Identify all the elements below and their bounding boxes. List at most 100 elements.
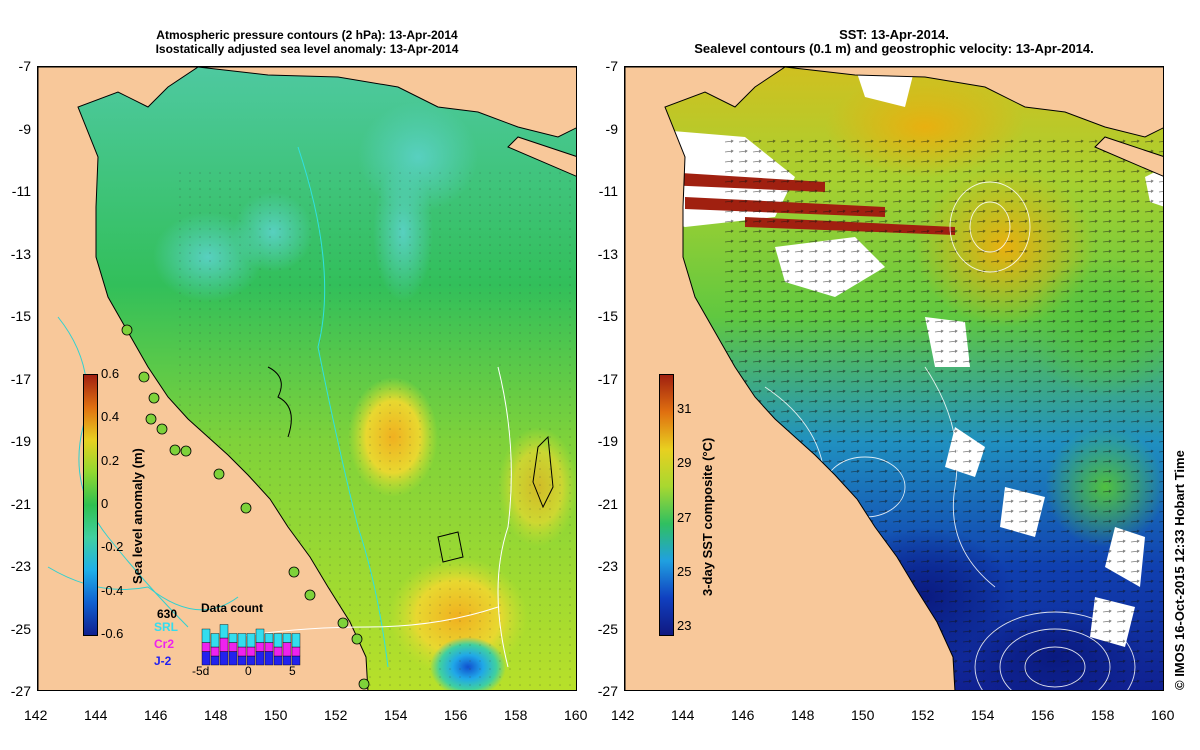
right-lat-tick: -15 — [597, 308, 618, 324]
left-lon-tick: 154 — [384, 707, 408, 723]
data-count-bar-cr2 — [255, 642, 265, 652]
right-lon-tick: 144 — [671, 707, 695, 723]
mission-srl: SRL — [154, 620, 178, 634]
left-lon-tick: 142 — [24, 707, 48, 723]
right-lat-tick: -21 — [597, 495, 618, 512]
data-count-bar-srl — [246, 633, 256, 648]
right-lat-tick: -11 — [598, 183, 618, 199]
sst-colorbar-tick: 23 — [677, 617, 692, 633]
new-guinea-land — [197, 67, 576, 138]
sla-colorbar-tick: -0.6 — [101, 626, 124, 641]
data-count-bar-cr2 — [273, 646, 283, 657]
right-lon-tick: 146 — [731, 707, 755, 723]
data-count-bar-srl — [210, 633, 220, 648]
left-lat-tick: -15 — [10, 308, 31, 324]
sst-colorbar-tick: 27 — [677, 509, 692, 525]
tide-gauge-markers — [121, 324, 370, 690]
data-count-bar-srl — [219, 624, 229, 639]
data-count-bar-srl — [201, 628, 211, 643]
right-title-line1: SST: 13-Apr-2014. — [839, 27, 949, 42]
data-count-bar-cr2 — [201, 642, 211, 652]
right-lon-tick: 150 — [851, 707, 875, 723]
left-lon-tick: 152 — [324, 707, 348, 723]
sla-colorbar-tick: -0.4 — [101, 582, 124, 598]
data-count-bar-j2 — [210, 655, 220, 666]
australia-land — [38, 67, 369, 690]
left-lat-tick: -23 — [10, 558, 31, 574]
mission-j2: J-2 — [154, 654, 172, 668]
mission-cr2: Cr2 — [154, 637, 175, 651]
left-lon-tick: 144 — [84, 707, 108, 723]
left-lat-tick: -27 — [10, 683, 31, 699]
sla-colorbar-tick: 0.4 — [101, 409, 120, 425]
left-title-line1: Atmospheric pressure contours (2 hPa): 1… — [156, 28, 458, 42]
sst-colorbar-tick: 29 — [677, 455, 692, 471]
left-lat-tick: -13 — [10, 245, 31, 262]
australia-land-right — [625, 67, 956, 690]
inset-xtick-mid: 0 — [245, 664, 252, 678]
data-count-bar-cr2 — [219, 637, 229, 652]
left-lat-tick: -7 — [18, 58, 31, 74]
inset-xtick-right: 5 — [289, 664, 296, 678]
data-count-bar-srl — [255, 628, 265, 643]
left-lat-tick: -21 — [10, 495, 31, 512]
data-count-bar-j2 — [273, 655, 283, 666]
left-lat-tick: -11 — [11, 183, 31, 199]
right-lon-tick: 148 — [791, 707, 815, 723]
right-lat-tick: -17 — [597, 370, 618, 387]
right-lat-tick: -25 — [597, 620, 618, 637]
data-count-bar-srl — [228, 633, 238, 643]
data-count-inset — [201, 624, 301, 666]
inset-xtick-left: -5d — [192, 664, 210, 678]
right-lat-tick: -9 — [605, 120, 618, 137]
data-count-bar-srl — [282, 633, 292, 643]
right-lon-tick: 142 — [611, 707, 635, 723]
data-count-bar-srl — [264, 633, 274, 643]
sst-colorbar-label: 3-day SST composite (°C) — [700, 437, 715, 596]
left-lon-tick: 156 — [444, 707, 468, 723]
data-count-bar-j2 — [228, 651, 238, 666]
left-lat-tick: -19 — [10, 433, 31, 449]
data-count-bar-cr2 — [291, 646, 301, 657]
left-lon-tick: 148 — [204, 707, 228, 723]
left-lat-tick: -17 — [10, 370, 31, 387]
sst-map-panel[interactable] — [624, 66, 1164, 691]
inset-title: Data count — [201, 601, 264, 615]
right-lat-tick: -19 — [597, 433, 618, 449]
data-count-bar-j2 — [255, 651, 265, 666]
sla-colorbar-tick: 0.2 — [101, 452, 120, 468]
data-count-bar-cr2 — [237, 646, 247, 657]
data-count-bar-cr2 — [264, 642, 274, 652]
sla-map-panel[interactable] — [37, 66, 577, 691]
left-lon-tick: 160 — [564, 707, 588, 723]
data-count-bar-cr2 — [282, 642, 292, 657]
right-lat-tick: -13 — [597, 245, 618, 262]
right-lon-tick: 156 — [1031, 707, 1055, 723]
right-lat-tick: -7 — [605, 58, 618, 74]
new-guinea-land-right — [784, 67, 1163, 138]
sla-colorbar — [83, 374, 98, 636]
left-lat-tick: -9 — [18, 120, 31, 137]
data-count-bar-cr2 — [210, 646, 220, 657]
sla-colorbar-tick: 0 — [101, 496, 109, 511]
right-lon-tick: 154 — [971, 707, 995, 723]
data-count-bar-cr2 — [228, 642, 238, 652]
right-lat-tick: -27 — [597, 683, 618, 699]
right-lon-tick: 158 — [1091, 707, 1115, 723]
data-count-bar-j2 — [219, 651, 229, 666]
data-count-bar-srl — [237, 633, 247, 648]
sst-colorbar-tick: 31 — [677, 401, 692, 417]
left-lon-tick: 150 — [264, 707, 288, 723]
right-title-line2: Sealevel contours (0.1 m) and geostrophi… — [694, 41, 1094, 56]
data-count-bar-srl — [273, 633, 283, 648]
left-lon-tick: 146 — [144, 707, 168, 723]
sla-colorbar-tick: 0.6 — [101, 366, 120, 381]
imos-credit: © IMOS 16-Oct-2015 12:33 Hobart Time — [1172, 450, 1187, 690]
inset-total: 630 — [157, 607, 178, 621]
sla-colorbar-label: Sea level anomaly (m) — [130, 448, 145, 584]
sst-colorbar-tick: 25 — [677, 563, 692, 579]
sst-map-svg — [625, 67, 1163, 690]
data-count-bar-j2 — [264, 651, 274, 666]
left-lon-tick: 158 — [504, 707, 528, 723]
sst-colorbar — [659, 374, 674, 636]
